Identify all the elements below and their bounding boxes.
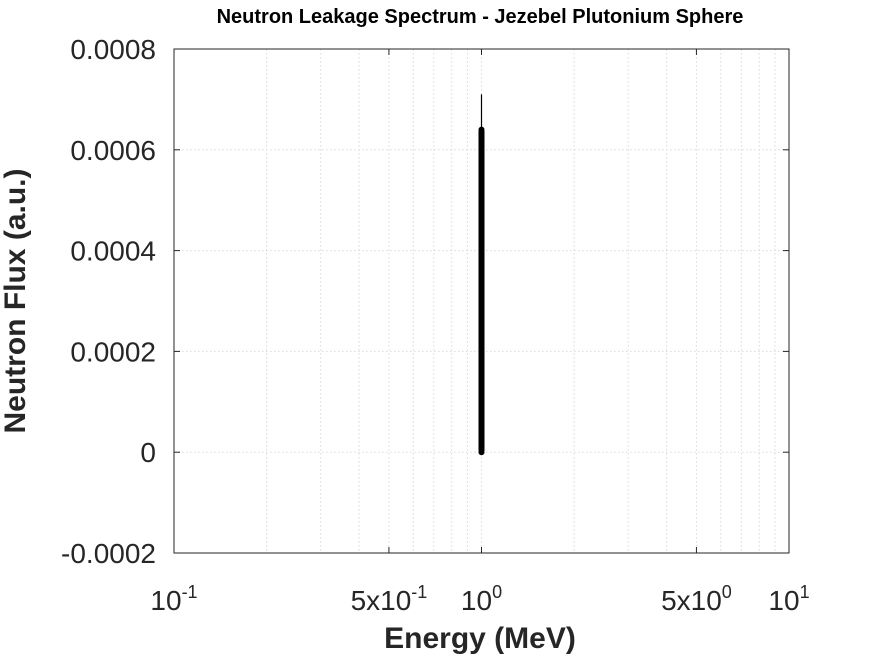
data-point [478, 449, 485, 456]
data-point [478, 136, 485, 143]
data-point [478, 368, 485, 375]
y-tick-labels: -0.0002 0 0.0002 0.0004 0.0006 0.0008 [61, 34, 156, 569]
data-point [478, 126, 485, 133]
data-point [478, 348, 485, 355]
data-point [478, 247, 485, 254]
data-point [478, 388, 485, 395]
data-point [478, 308, 485, 315]
data-series [478, 94, 485, 456]
x-tick-label: 10-1 [150, 582, 197, 616]
data-point [478, 182, 485, 189]
x-tick-label: 5x100 [661, 582, 732, 616]
data-point [478, 439, 485, 446]
x-tick-label: 5x10-1 [351, 582, 428, 616]
data-point [478, 287, 485, 294]
chart-title: Neutron Leakage Spectrum - Jezebel Pluto… [217, 6, 744, 28]
y-tick-label: 0.0002 [70, 336, 156, 367]
data-point [478, 424, 485, 430]
data-point [478, 408, 485, 415]
data-point [478, 232, 485, 239]
y-axis-label: Neutron Flux (a.u.) [0, 169, 32, 434]
data-point [478, 217, 485, 224]
y-tick-label: -0.0002 [61, 538, 156, 569]
x-tick-labels: 10-1 5x10-1 100 5x100 101 [150, 582, 809, 616]
y-tick-label: 0.0006 [70, 135, 156, 166]
data-point [478, 197, 485, 204]
data-point [478, 151, 485, 158]
y-tick-label: 0.0008 [70, 34, 156, 65]
y-tick-label: 0 [140, 437, 156, 468]
axis-ticks [173, 48, 790, 554]
x-axis-label: Energy (MeV) [384, 622, 576, 654]
data-point [478, 166, 485, 173]
x-tick-label: 101 [768, 582, 809, 616]
data-point [478, 328, 485, 335]
y-tick-label: 0.0004 [70, 236, 156, 267]
x-tick-label: 100 [461, 582, 502, 616]
data-point [478, 267, 485, 274]
